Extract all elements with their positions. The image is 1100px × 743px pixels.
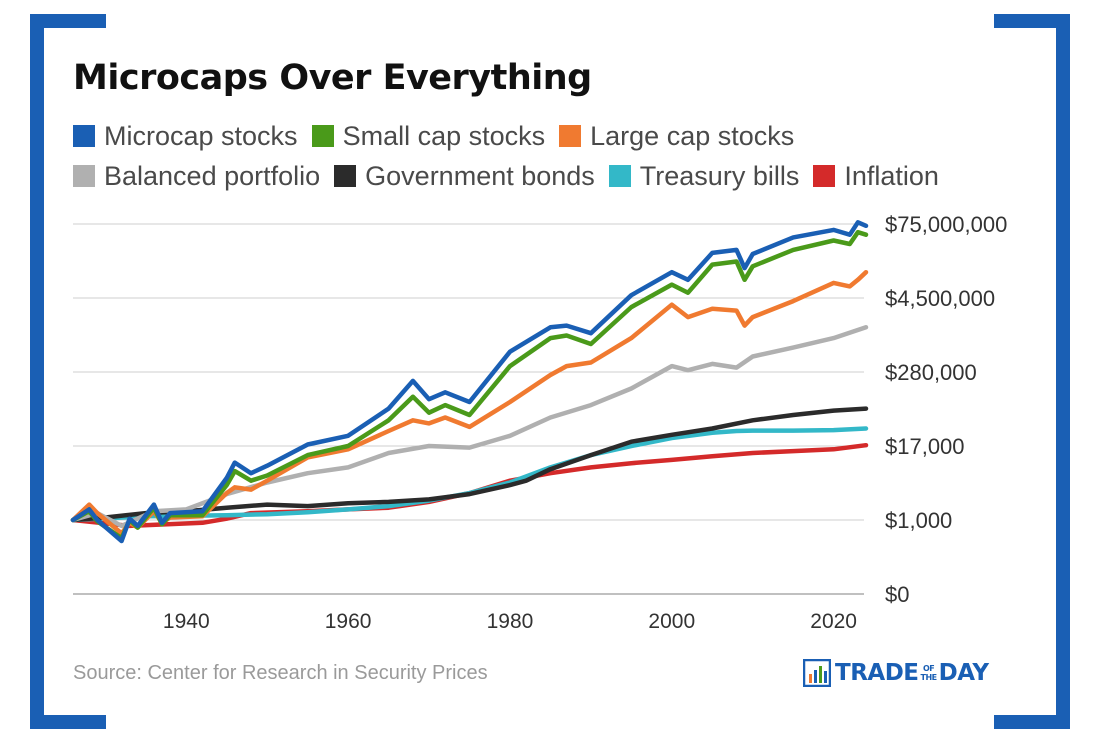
legend-item-small-cap: Small cap stocks	[311, 120, 546, 152]
series-line-treasury-bills	[70, 426, 869, 523]
legend-label: Inflation	[844, 160, 939, 191]
chart-title: Microcaps Over Everything	[73, 58, 592, 98]
frame-corner-bottom-left	[30, 715, 106, 729]
legend-swatch	[73, 125, 95, 147]
legend-swatch	[559, 125, 582, 147]
legend-item-large-cap: Large cap stocks	[559, 121, 794, 152]
chart-legend: Microcap stocks Small cap stocks Large c…	[73, 116, 1033, 196]
x-tick-label: 1980	[487, 610, 534, 633]
frame-corner-top-right	[994, 14, 1070, 28]
logo-small-text: OF THE	[920, 664, 938, 682]
y-tick-label: $1,000	[885, 508, 952, 533]
legend-swatch	[334, 165, 357, 187]
y-tick-label: $280,000	[885, 360, 977, 385]
y-tick-label: $4,500,000	[885, 286, 995, 311]
series-line-balanced-portfolio	[70, 325, 869, 529]
legend-label: Large cap stocks	[590, 120, 795, 151]
source-note: Source: Center for Research in Security …	[73, 662, 488, 684]
frame-corner-top-right-vertical	[1056, 14, 1070, 729]
legend-item-microcap: Microcap stocks	[73, 121, 298, 152]
logo-text-day: DAY	[938, 660, 989, 686]
trade-of-the-day-logo: TRADE OF THE DAY	[803, 659, 989, 687]
legend-item-government-bonds: Government bonds	[334, 161, 595, 192]
x-tick-label: 2000	[648, 610, 695, 633]
legend-label: Microcap stocks	[104, 120, 298, 151]
logo-text-the: THE	[920, 673, 938, 682]
y-tick-label: $17,000	[885, 434, 965, 459]
logo-text-of: OF	[922, 664, 935, 673]
legend-item-balanced: Balanced portfolio	[73, 161, 320, 192]
x-tick-label: 2020	[810, 610, 857, 633]
frame-corner-top-left-vertical	[30, 14, 44, 729]
y-tick-label: $75,000,000	[885, 212, 1007, 237]
legend-label: Small cap stocks	[342, 120, 546, 151]
legend-label: Balanced portfolio	[104, 160, 321, 191]
frame-corner-top-left	[30, 14, 106, 28]
frame-corner-bottom-right	[994, 715, 1070, 729]
legend-row-2: Balanced portfolio Government bonds Trea…	[73, 156, 1033, 196]
bar-chart-logo-icon	[803, 659, 831, 687]
legend-item-treasury-bills: Treasury bills	[608, 160, 800, 192]
legend-row-1: Microcap stocks Small cap stocks Large c…	[73, 116, 1033, 156]
legend-swatch	[73, 165, 95, 187]
legend-label: Treasury bills	[639, 160, 800, 191]
legend-swatch	[608, 165, 631, 187]
legend-swatch	[813, 165, 836, 187]
legend-swatch	[311, 125, 334, 147]
legend-label: Government bonds	[365, 160, 595, 191]
legend-item-inflation: Inflation	[813, 161, 939, 192]
logo-text-trade: TRADE	[835, 660, 919, 686]
series-line-microcap-stocks	[70, 220, 869, 544]
x-tick-label: 1960	[325, 610, 372, 633]
x-tick-label: 1940	[163, 610, 210, 633]
y-tick-label: $0	[885, 582, 909, 607]
